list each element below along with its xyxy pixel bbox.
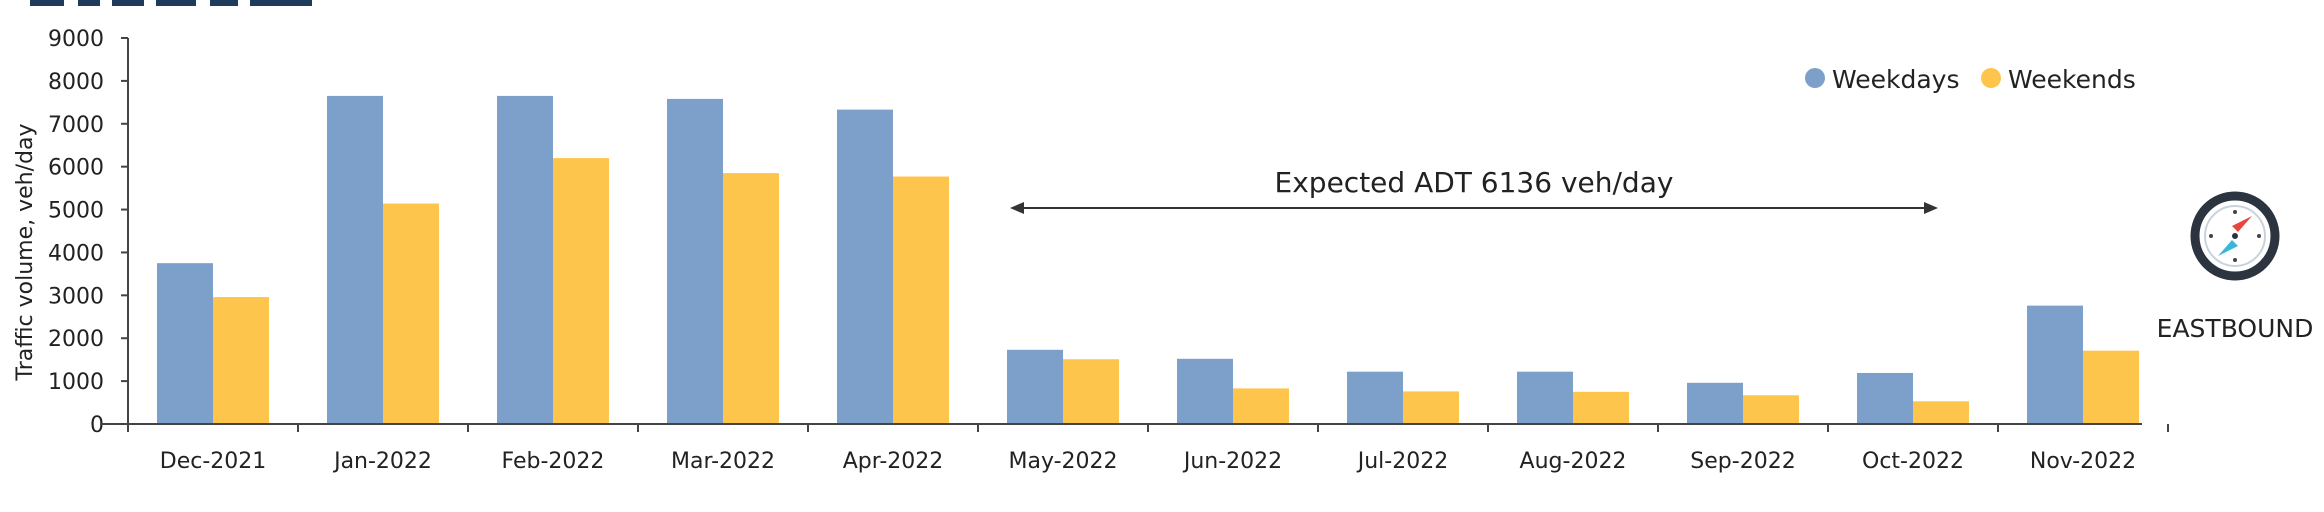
x-tick-label: Jul-2022	[1356, 449, 1448, 474]
legend: Weekdays Weekends	[1805, 65, 2136, 94]
bar-weekends-sep-2022	[1743, 395, 1799, 424]
bar-weekends-jun-2022	[1233, 388, 1289, 424]
y-tick-label: 3000	[48, 284, 104, 309]
y-tick-label: 8000	[48, 70, 104, 95]
y-tick-label: 7000	[48, 113, 104, 138]
bar-weekends-apr-2022	[893, 176, 949, 424]
bar-weekends-dec-2021	[213, 297, 269, 424]
x-tick-label: Aug-2022	[1520, 449, 1627, 474]
y-tick-label: 1000	[48, 370, 104, 395]
x-axis-ticks: Dec-2021 Jan-2022 Feb-2022 Mar-2022 Apr-2022…	[127, 424, 2169, 474]
bar-weekdays-feb-2022	[497, 95, 553, 425]
x-tick-label: Sep-2022	[1690, 449, 1795, 474]
x-tick-label: Mar-2022	[671, 449, 775, 474]
bar-weekdays-oct-2022	[1857, 372, 1913, 424]
x-tick-label: Nov-2022	[2030, 449, 2136, 474]
bar-weekdays-jul-2022	[1347, 371, 1403, 424]
bar-weekdays-jan-2022	[327, 95, 383, 425]
bar-weekends-oct-2022	[1913, 401, 1969, 424]
bar-weekdays-dec-2021	[157, 263, 213, 424]
x-tick-label: Jun-2022	[1182, 449, 1282, 474]
x-tick-label: May-2022	[1008, 449, 1117, 474]
x-tick-label: Jan-2022	[332, 449, 432, 474]
legend-label-weekdays: Weekdays	[1832, 65, 1960, 94]
bar-weekdays-may-2022	[1007, 349, 1063, 424]
y-tick-label: 9000	[48, 27, 104, 52]
bar-weekends-jan-2022	[383, 203, 439, 424]
y-tick-label: 6000	[48, 156, 104, 181]
bar-weekends-mar-2022	[723, 173, 779, 424]
bar-weekends-may-2022	[1063, 359, 1119, 424]
bar-weekends-aug-2022	[1573, 391, 1629, 424]
bar-weekends-nov-2022	[2083, 350, 2139, 424]
legend-label-weekends: Weekends	[2008, 65, 2136, 94]
x-tick-label: Feb-2022	[502, 449, 605, 474]
y-tick-label: 0	[90, 413, 104, 438]
legend-marker-weekdays	[1805, 68, 1825, 88]
annotation-arrowhead-right	[1924, 202, 1938, 214]
y-axis-label: Traffic volume, veh/day	[13, 124, 38, 382]
direction-label: EASTBOUND	[2157, 314, 2314, 343]
x-tick-label: Oct-2022	[1862, 449, 1964, 474]
cropped-title-fragment	[30, 0, 312, 6]
x-tick-label: Dec-2021	[160, 449, 267, 474]
x-tick-label: Apr-2022	[843, 449, 944, 474]
bar-weekdays-mar-2022	[667, 98, 723, 424]
bar-weekdays-apr-2022	[837, 109, 893, 424]
bar-weekdays-jun-2022	[1177, 358, 1233, 424]
legend-marker-weekends	[1981, 68, 2001, 88]
y-tick-label: 4000	[48, 241, 104, 266]
y-tick-label: 5000	[48, 199, 104, 224]
bar-weekdays-aug-2022	[1517, 371, 1573, 424]
compass-icon	[2190, 191, 2280, 281]
annotation-text: Expected ADT 6136 veh/day	[1275, 166, 1674, 199]
y-tick-label: 2000	[48, 327, 104, 352]
bar-weekdays-sep-2022	[1687, 382, 1743, 424]
bar-series	[157, 95, 2139, 425]
expected-adt-annotation: Expected ADT 6136 veh/day	[1010, 166, 1938, 214]
annotation-arrowhead-left	[1010, 202, 1024, 214]
bar-weekends-jul-2022	[1403, 391, 1459, 424]
y-axis-ticks: 0 1000 2000 3000 4000 5000 6000 7000 8000 9000	[48, 27, 128, 438]
bar-weekdays-nov-2022	[2027, 305, 2083, 424]
bar-weekends-feb-2022	[553, 158, 609, 425]
